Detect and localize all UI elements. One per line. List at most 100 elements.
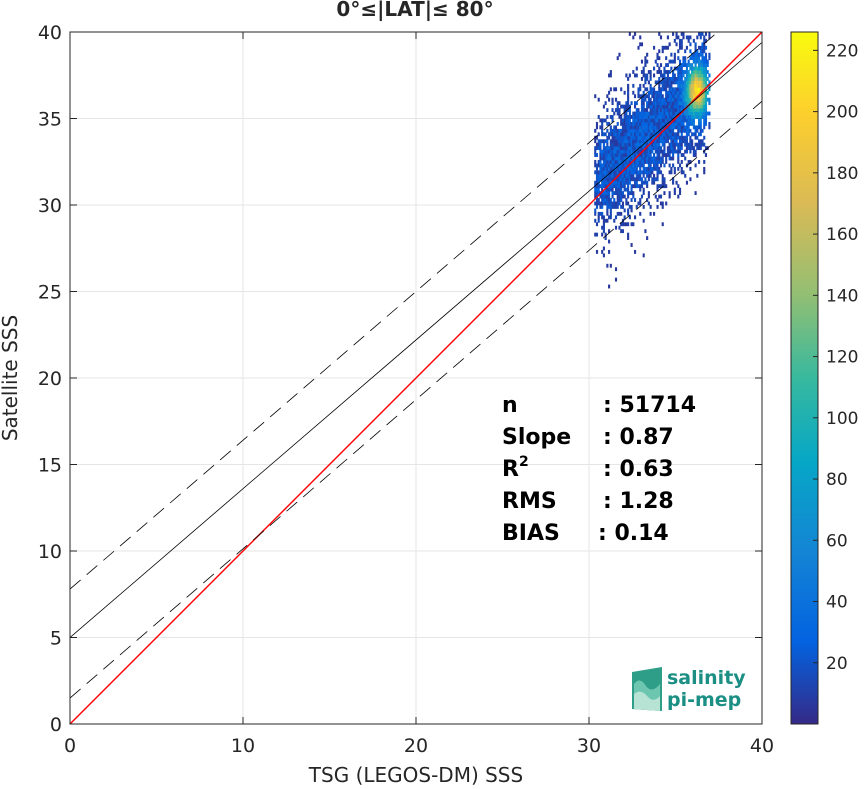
density-cell	[628, 111, 631, 116]
density-cell	[694, 101, 697, 106]
density-cell	[620, 104, 623, 109]
density-cell	[604, 177, 607, 182]
density-cell	[604, 173, 607, 178]
density-cell	[595, 191, 599, 196]
density-cell	[604, 170, 607, 175]
density-cell	[663, 125, 666, 130]
density-cell	[614, 177, 618, 182]
density-cell	[691, 101, 694, 106]
density-cell	[627, 211, 630, 216]
colorbar-tick-label: 120	[826, 348, 858, 368]
density-cell	[673, 111, 676, 116]
density-cell	[625, 163, 628, 168]
density-cell	[682, 101, 685, 106]
density-cell	[659, 146, 663, 151]
density-cell	[627, 135, 630, 140]
density-cell	[658, 101, 661, 106]
density-cell	[654, 166, 657, 171]
density-cell	[637, 170, 640, 175]
density-cell	[668, 153, 671, 157]
density-cell	[703, 35, 706, 40]
density-cell	[633, 249, 637, 254]
density-cell	[687, 125, 690, 130]
density-cell	[656, 156, 659, 161]
density-cell	[677, 166, 680, 171]
density-cell	[601, 173, 604, 178]
density-cell	[675, 111, 678, 116]
density-cell	[692, 83, 695, 88]
density-cell	[668, 97, 671, 102]
density-cell	[675, 135, 678, 140]
density-cell	[665, 97, 668, 102]
density-cell	[599, 156, 602, 161]
density-cell	[697, 83, 701, 88]
density-cell	[620, 222, 623, 227]
density-cell	[666, 90, 669, 95]
density-cell	[609, 187, 612, 192]
density-cell	[673, 97, 676, 102]
density-cell	[595, 146, 599, 151]
density-cell	[639, 87, 642, 92]
density-cell	[670, 108, 673, 112]
density-cell	[608, 201, 611, 206]
density-cell	[653, 166, 656, 171]
density-cell	[646, 153, 649, 157]
density-cell	[628, 173, 631, 178]
density-cell	[640, 101, 644, 106]
density-cell	[654, 163, 657, 168]
salinity-pimep-logo: salinity pi-mep	[632, 667, 746, 711]
density-cell	[628, 170, 631, 175]
density-cell	[661, 160, 664, 164]
density-cell	[601, 125, 604, 130]
density-cell	[684, 118, 687, 123]
density-cell	[597, 211, 600, 216]
density-cell	[680, 111, 683, 116]
density-cell	[663, 118, 666, 123]
x-tick-label: 20	[404, 735, 428, 757]
density-cell	[665, 45, 668, 50]
density-cell	[704, 115, 708, 119]
density-cell	[656, 94, 659, 99]
density-cell	[649, 149, 652, 154]
density-cell	[651, 111, 654, 116]
density-cell	[672, 180, 675, 185]
density-cell	[623, 180, 626, 185]
density-cell	[602, 142, 605, 147]
density-cell	[639, 125, 642, 130]
density-cell	[708, 56, 711, 61]
density-cell	[594, 218, 597, 223]
density-cell	[646, 132, 649, 137]
density-cell	[614, 146, 618, 151]
density-cell	[696, 87, 699, 92]
density-cell	[635, 108, 638, 112]
density-cell	[644, 87, 647, 92]
density-cell	[678, 101, 682, 106]
density-cell	[663, 45, 666, 50]
density-cell	[637, 111, 640, 116]
density-cell	[656, 121, 659, 126]
density-cell	[616, 111, 619, 116]
density-cell	[621, 149, 624, 154]
density-cell	[673, 125, 676, 130]
density-cell	[696, 49, 699, 54]
density-cell	[618, 135, 621, 140]
density-cell	[602, 222, 605, 227]
density-cell	[599, 125, 602, 130]
density-cell	[680, 73, 683, 78]
density-cell	[677, 194, 680, 199]
density-cell	[621, 104, 624, 109]
density-cell	[602, 163, 605, 168]
density-cell	[633, 94, 637, 99]
density-cell	[694, 66, 697, 71]
density-cell	[595, 173, 599, 178]
density-cell	[697, 73, 701, 78]
density-cell	[659, 90, 663, 95]
density-cell	[630, 128, 633, 133]
density-cell	[616, 121, 619, 126]
density-cell	[685, 111, 689, 116]
density-cell	[627, 83, 630, 88]
density-cell	[692, 59, 695, 64]
density-cell	[611, 128, 614, 133]
density-cell	[616, 160, 619, 164]
density-cell	[632, 191, 635, 196]
